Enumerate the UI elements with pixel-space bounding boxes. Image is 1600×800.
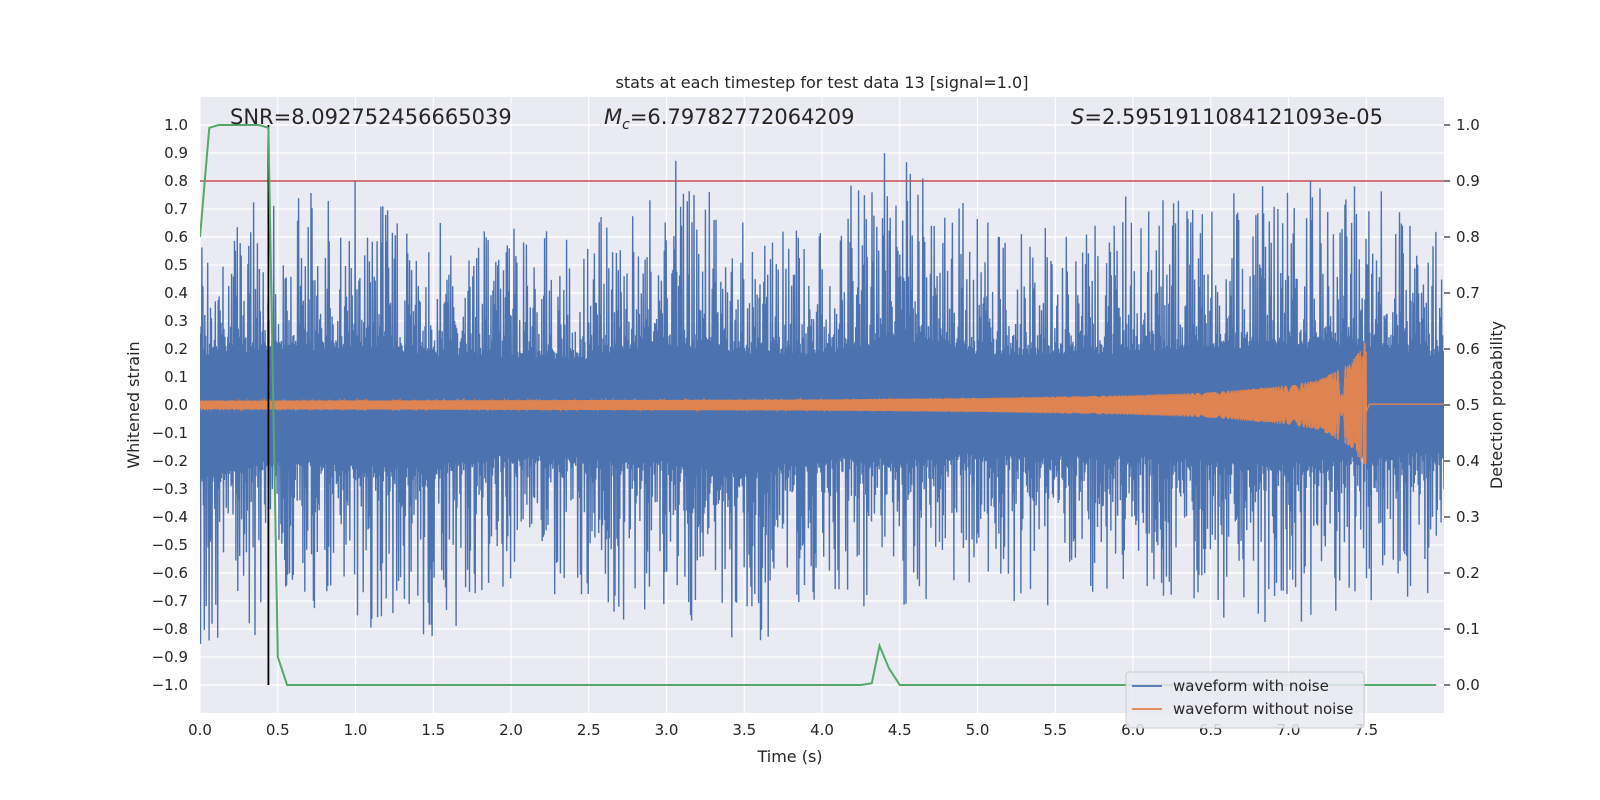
y-tick-label-left: 0.6 bbox=[164, 228, 188, 246]
y-tick-label-left: 0.8 bbox=[164, 172, 188, 190]
y-tick-label-right: 0.7 bbox=[1456, 284, 1480, 302]
y-tick-label-left: −0.2 bbox=[152, 452, 188, 470]
series-waveform-with-noise bbox=[200, 153, 1444, 644]
y-tick-label-left: 0.5 bbox=[164, 256, 188, 274]
y-tick-label-left: 0.0 bbox=[164, 396, 188, 414]
y-tick-label-right: 0.5 bbox=[1456, 396, 1480, 414]
y-tick-label-right: 0.1 bbox=[1456, 620, 1480, 638]
y-tick-label-left: −1.0 bbox=[152, 676, 188, 694]
y-tick-label-left: −0.3 bbox=[152, 480, 188, 498]
y-tick-label-right: 0.4 bbox=[1456, 452, 1480, 470]
y-tick-label-left: −0.7 bbox=[152, 592, 188, 610]
left-axis-ticks: 1.0 0.9 0.8 0.7 0.6 0.5 0.4 0.3 0.2 0.1 0.0 −0.1 −0.… bbox=[152, 116, 188, 694]
x-tick-label: 4.5 bbox=[888, 721, 912, 739]
x-tick-label: 1.0 bbox=[344, 721, 368, 739]
x-tick-label: 4.0 bbox=[810, 721, 834, 739]
legend-box bbox=[1125, 671, 1365, 729]
x-axis-label: Time (s) bbox=[756, 747, 822, 766]
y-tick-label-left: 0.9 bbox=[164, 144, 188, 162]
legend-label-noise: waveform with noise bbox=[1173, 677, 1329, 695]
y-tick-label-left: −0.9 bbox=[152, 648, 188, 666]
chirp-mass-value: =6.79782772064209 bbox=[630, 105, 855, 129]
y-tick-label-right: 0.6 bbox=[1456, 340, 1480, 358]
x-tick-label: 0.0 bbox=[188, 721, 212, 739]
y-tick-label-left: −0.4 bbox=[152, 508, 188, 526]
x-tick-label: 2.0 bbox=[499, 721, 523, 739]
y-tick-label-left: 0.7 bbox=[164, 200, 188, 218]
y-tick-label-left: −0.5 bbox=[152, 536, 188, 554]
x-tick-label: 5.0 bbox=[966, 721, 990, 739]
y-tick-label-right: 0.0 bbox=[1456, 676, 1480, 694]
y-tick-label-left: −0.6 bbox=[152, 564, 188, 582]
right-axis-ticks: 1.0 0.9 0.8 0.7 0.6 0.5 0.4 0.3 0.2 0.1 0.0 bbox=[1444, 116, 1480, 694]
y-tick-label-left: 1.0 bbox=[164, 116, 188, 134]
x-tick-label: 1.5 bbox=[421, 721, 445, 739]
series-detection-probability bbox=[200, 124, 1437, 686]
y-tick-label-left: −0.1 bbox=[152, 424, 188, 442]
y-tick-label-left: 0.4 bbox=[164, 284, 188, 302]
chirp-mass-symbol: M bbox=[604, 105, 622, 129]
x-tick-label: 3.5 bbox=[732, 721, 756, 739]
x-tick-label: 0.5 bbox=[266, 721, 290, 739]
series-waveform-without-noise bbox=[200, 342, 1444, 465]
y-tick-label-left: 0.3 bbox=[164, 312, 188, 330]
y-tick-label-left: −0.8 bbox=[152, 620, 188, 638]
s-annotation: S=2.5951911084121093e-05 bbox=[1071, 105, 1383, 129]
chirp-mass-subscript: c bbox=[622, 117, 630, 133]
y-tick-label-right: 1.0 bbox=[1456, 116, 1480, 134]
y-tick-label-right: 0.3 bbox=[1456, 508, 1480, 526]
y-tick-label-left: 0.1 bbox=[164, 368, 188, 386]
chart-title: stats at each timestep for test data 13 … bbox=[616, 73, 1029, 92]
x-tick-label: 3.0 bbox=[655, 721, 679, 739]
y-axis-label-left: Whitened strain bbox=[124, 341, 143, 468]
snr-annotation: SNR=8.092752456665039 bbox=[230, 105, 512, 129]
y-axis-label-right: Detection probability bbox=[1487, 321, 1506, 489]
s-value: =2.5951911084121093e-05 bbox=[1084, 105, 1383, 129]
legend: waveform with noise waveform without noi… bbox=[1125, 671, 1365, 729]
x-tick-label: 5.5 bbox=[1043, 721, 1067, 739]
y-tick-label-right: 0.8 bbox=[1456, 228, 1480, 246]
s-symbol: S bbox=[1071, 105, 1084, 129]
y-tick-label-left: 0.2 bbox=[164, 340, 188, 358]
chirp-mass-annotation: Mc=6.79782772064209 bbox=[604, 105, 855, 133]
legend-label-clean: waveform without noise bbox=[1173, 700, 1353, 718]
x-tick-label: 2.5 bbox=[577, 721, 601, 739]
y-tick-label-right: 0.2 bbox=[1456, 564, 1480, 582]
y-tick-label-right: 0.9 bbox=[1456, 172, 1480, 190]
